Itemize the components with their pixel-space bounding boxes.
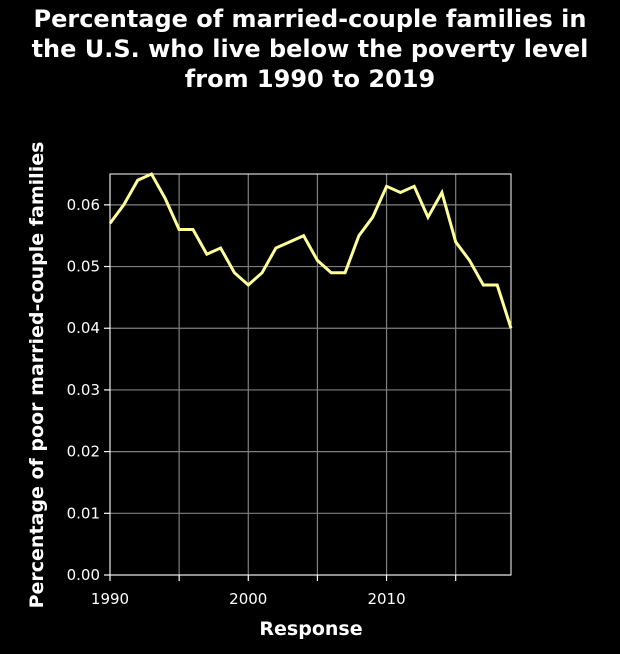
chart-title: Percentage of married-couple families in… [0,4,620,94]
data-point [247,284,249,286]
data-point [164,198,166,200]
y-axis-label: Percentage of poor married-couple famili… [26,142,48,609]
data-point [233,272,235,274]
y-tick-label: 0.05 [67,258,100,276]
data-point [413,185,415,187]
chart-title-line-1: Percentage of married-couple families in [33,5,587,33]
data-point [330,272,332,274]
data-point [137,179,139,181]
data-point [358,235,360,237]
chart-title-line-3: from 1990 to 2019 [184,65,436,93]
series-line [108,172,513,329]
data-point [482,284,484,286]
data-point [510,327,512,329]
y-tick-label: 0.03 [67,381,100,399]
data-point [178,229,180,231]
x-tick-label: 1990 [91,590,129,608]
data-point [275,247,277,249]
data-point [206,253,208,255]
x-tick-label: 2000 [229,590,267,608]
chart-title-line-2: the U.S. who live below the poverty leve… [31,35,589,63]
x-axis: 1990 2000 2010 [91,575,457,608]
data-marks [108,172,513,329]
data-point [372,216,374,218]
data-point [455,241,457,243]
data-point [399,192,401,194]
y-axis: 0.00 0.01 0.02 0.03 0.04 0.05 0.06 [67,196,110,584]
data-point [192,229,194,231]
y-tick-label: 0.01 [67,504,100,522]
data-point [427,216,429,218]
y-tick-label: 0.06 [67,196,100,214]
data-point [289,241,291,243]
data-point [220,247,222,249]
data-point [386,185,388,187]
y-tick-label: 0.02 [67,443,100,461]
y-tick-label: 0.04 [67,319,100,337]
data-point [303,235,305,237]
grid-lines [109,174,511,576]
data-point [441,192,443,194]
data-point [123,204,125,206]
data-point [109,222,111,224]
data-point [150,173,152,175]
data-point [496,284,498,286]
data-point [469,259,471,261]
data-point [316,259,318,261]
x-tick-label: 2010 [367,590,405,608]
x-axis-label: Response [259,618,362,640]
data-point [344,272,346,274]
plot-frame [109,173,512,576]
data-point [261,272,263,274]
y-tick-label: 0.00 [67,566,100,584]
